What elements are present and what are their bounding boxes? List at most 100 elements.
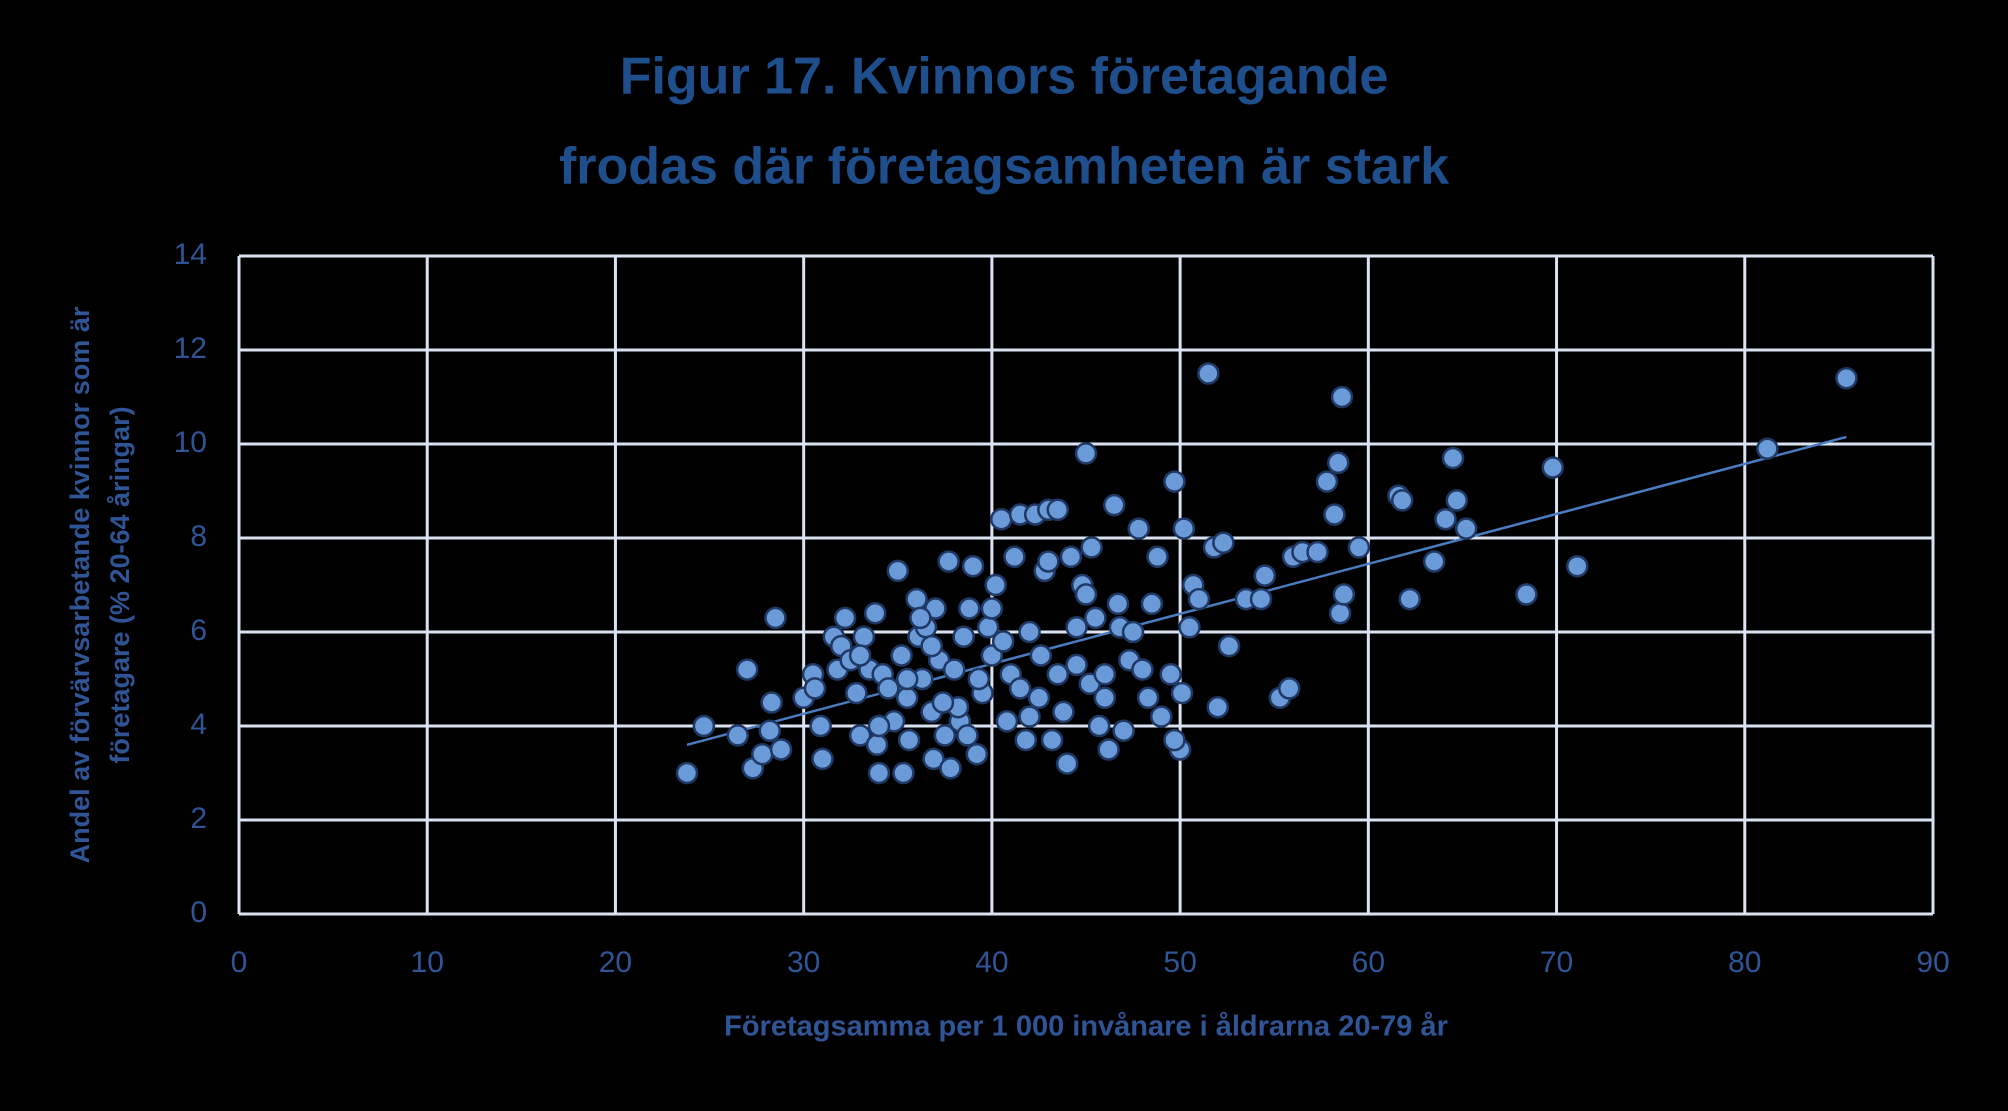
scatter-point [1055, 752, 1079, 775]
scatter-point [877, 677, 900, 700]
scatter-point [1398, 587, 1421, 611]
x-tick-label: 40 [975, 946, 1008, 979]
scatter-point [867, 761, 891, 785]
x-tick-label: 30 [787, 946, 820, 979]
y-tick-label: 4 [190, 708, 207, 741]
scatter-point [1052, 700, 1075, 724]
scatter-point [958, 597, 981, 620]
scatter-point [1087, 714, 1111, 738]
scatter-point [1014, 728, 1038, 752]
scatter-point [751, 742, 774, 766]
x-tick-label: 0 [231, 946, 248, 979]
scatter-point [965, 742, 989, 766]
chart-title: frodas där företagsamheten är stark [559, 138, 1449, 196]
scatter-point [961, 554, 985, 578]
scatter-point [848, 644, 872, 667]
scatter-point [1434, 507, 1457, 531]
scatter-point [1178, 616, 1201, 639]
y-axis-label: Andel av förvärvsarbetande kvinnor som ä… [65, 306, 95, 863]
y-tick-label: 8 [190, 520, 207, 553]
scatter-point [769, 738, 793, 761]
scatter-point [803, 677, 827, 700]
scatter-point [895, 667, 919, 691]
scatter-point [764, 606, 787, 630]
scatter-point [1323, 503, 1346, 526]
scatter-point [1835, 366, 1858, 390]
x-tick-label: 70 [1540, 946, 1573, 979]
scatter-point [1159, 663, 1182, 686]
scatter-point [967, 667, 990, 691]
scatter-point [886, 559, 910, 583]
scatter-point [1065, 616, 1088, 639]
scatter-point [1163, 728, 1186, 752]
scatter-point [952, 625, 975, 648]
x-tick-label: 60 [1352, 946, 1385, 979]
scatter-point [809, 714, 832, 738]
scatter-point [905, 587, 928, 611]
scatter-point [1306, 540, 1329, 564]
scatter-point [675, 761, 699, 785]
scatter-point [1065, 653, 1088, 677]
x-tick-label: 10 [411, 946, 444, 979]
scatter-point [1018, 620, 1041, 644]
scatter-point [1037, 550, 1060, 573]
y-tick-label: 2 [190, 802, 207, 835]
scatter-point [1084, 606, 1107, 630]
scatter-point [1102, 493, 1126, 517]
scatter-point [1059, 545, 1083, 569]
scatter-point [1212, 531, 1235, 554]
scatter-point [1172, 517, 1196, 540]
scatter-point [991, 630, 1015, 653]
scatter-point [863, 601, 887, 625]
scatter-point [1106, 592, 1130, 616]
scatter-point [1093, 686, 1117, 710]
scatter-point [920, 634, 943, 658]
scatter-point [1330, 385, 1354, 409]
scatter-point [1445, 489, 1469, 512]
scatter-point [1140, 592, 1164, 616]
x-tick-label: 50 [1163, 946, 1196, 979]
scatter-point [1170, 681, 1194, 705]
scatter-point [1080, 536, 1103, 559]
scatter-point [984, 573, 1007, 597]
scatter-point [990, 507, 1013, 531]
scatter-point [1326, 451, 1350, 475]
x-tick-label: 80 [1728, 946, 1761, 979]
scatter-point [931, 691, 955, 714]
scatter-point [1027, 686, 1051, 710]
scatter-point [1146, 545, 1169, 569]
scatter-point [1150, 705, 1173, 728]
scatter-point [1112, 719, 1135, 742]
scatter-point [1332, 583, 1356, 606]
scatter-point [852, 625, 876, 648]
scatter-point [1206, 695, 1230, 719]
scatter-point [995, 710, 1019, 733]
scatter-point [1046, 498, 1070, 522]
scatter-point [1515, 583, 1538, 606]
scatter-point [1253, 564, 1277, 587]
scatter-point [833, 606, 857, 630]
scatter-point [897, 728, 921, 752]
scatter-point [1315, 470, 1339, 493]
scatter-point [760, 691, 783, 714]
scatter-point [1121, 620, 1145, 644]
scatter-point [1003, 545, 1026, 569]
scatter-point [939, 757, 962, 780]
scatter-point [1422, 550, 1446, 573]
y-tick-label: 12 [174, 332, 207, 365]
scatter-point [692, 714, 716, 738]
scatter-point [892, 761, 915, 785]
scatter-point [1040, 728, 1064, 752]
scatter-point [1097, 738, 1120, 761]
scatter-point [1278, 677, 1301, 700]
scatter-point [1756, 437, 1779, 460]
chart-title: Figur 17. Kvinnors företagande [620, 48, 1389, 106]
scatter-point [1163, 470, 1186, 493]
y-tick-label: 6 [190, 614, 207, 647]
scatter-point [1187, 587, 1211, 611]
scatter-point [1131, 658, 1154, 681]
scatter-point [848, 724, 872, 747]
scatter-point [867, 714, 891, 738]
y-tick-label: 14 [174, 238, 207, 271]
